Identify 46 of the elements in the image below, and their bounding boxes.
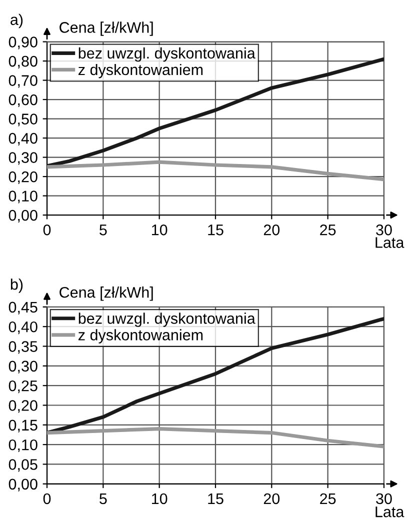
- x-tick-label: 10: [152, 224, 168, 236]
- y-tick-label: 0,10: [8, 190, 38, 204]
- y-tick-label: 0,00: [8, 210, 38, 223]
- y-tick-label: 0,00: [8, 478, 38, 492]
- y-axis-title: Cena [zł/kWh]: [60, 22, 153, 36]
- y-tick-label: 0,05: [8, 459, 38, 472]
- y-axis-title: Cena [zł/kWh]: [60, 286, 153, 301]
- y-tick-label: 0,70: [8, 75, 38, 88]
- legend-label: z dyskontowaniem: [78, 329, 203, 344]
- chart-title: b): [10, 278, 23, 293]
- x-tick-label: 30: [376, 493, 392, 504]
- y-tick-label: 0,90: [8, 36, 38, 50]
- x-tick-label: 20: [264, 224, 280, 236]
- y-tick-label: 0,15: [8, 420, 38, 432]
- y-tick-label: 0,20: [8, 400, 38, 413]
- x-tick-label: 0: [43, 224, 51, 236]
- legend-label: bez uwzgl. dyskontowania: [78, 312, 256, 327]
- x-tick-label: 25: [320, 493, 336, 504]
- y-tick-label: 0,40: [8, 132, 38, 146]
- x-tick-label: 25: [320, 224, 336, 236]
- y-tick-label: 0,45: [8, 302, 38, 314]
- x-axis-title: Lata: [376, 237, 404, 248]
- y-tick-label: 0,30: [8, 360, 38, 374]
- x-tick-label: 15: [208, 493, 224, 504]
- x-tick-label: 5: [100, 224, 107, 236]
- y-tick-label: 0,40: [8, 321, 38, 334]
- x-tick-label: 10: [152, 493, 168, 504]
- x-tick-label: 5: [100, 493, 107, 504]
- y-tick-label: 0,30: [8, 152, 38, 165]
- y-tick-label: 0,50: [8, 114, 38, 126]
- chart-title: a): [10, 14, 23, 28]
- line-series: [47, 160, 384, 182]
- x-tick-label: 15: [208, 224, 224, 236]
- y-tick-label: 0,25: [8, 380, 38, 394]
- x-axis-title: Lata: [376, 506, 404, 518]
- legend-label: z dyskontowaniem: [78, 64, 203, 78]
- x-tick-label: 30: [376, 224, 392, 236]
- y-tick-label: 0,60: [8, 94, 38, 108]
- y-tick-label: 0,10: [8, 439, 38, 452]
- legend-label: bez uwzgl. dyskontowania: [78, 47, 256, 62]
- x-tick-label: 0: [43, 493, 51, 504]
- line-series: [47, 427, 384, 448]
- y-tick-label: 0,35: [8, 341, 38, 354]
- x-tick-label: 20: [264, 493, 280, 504]
- y-tick-label: 0,80: [8, 56, 38, 69]
- y-tick-label: 0,20: [8, 171, 38, 184]
